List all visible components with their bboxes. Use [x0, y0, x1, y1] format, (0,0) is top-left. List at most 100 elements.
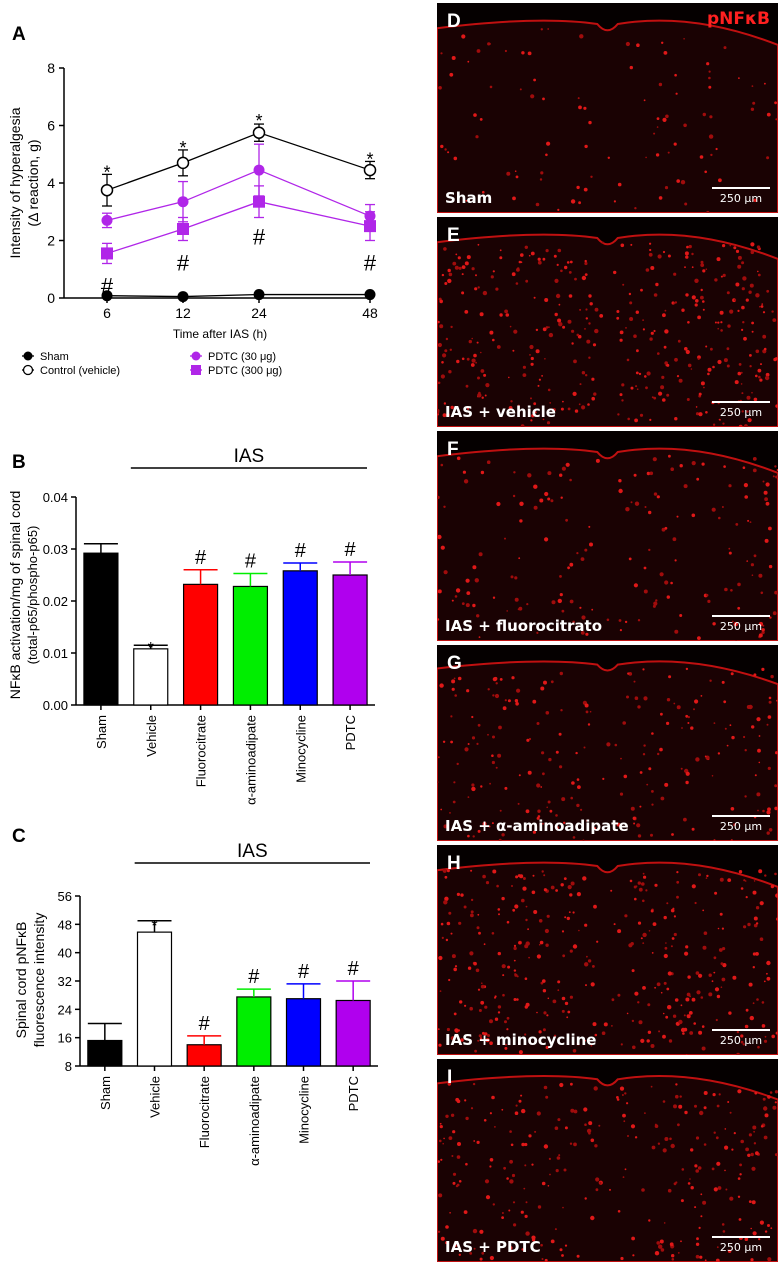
cell-dot: [581, 371, 586, 375]
cell-dot: [674, 559, 677, 562]
legend-marker: [23, 351, 33, 361]
cell-dot: [465, 1116, 469, 1121]
cell-dot: [733, 621, 738, 627]
cell-dot: [606, 618, 610, 622]
cell-dot: [559, 575, 562, 578]
cell-dot: [607, 156, 610, 159]
cell-dot: [721, 506, 724, 508]
cell-dot: [701, 1025, 705, 1028]
cell-dot: [626, 358, 630, 362]
cell-dot: [656, 1241, 660, 1245]
cell-dot: [660, 712, 663, 716]
cell-dot: [756, 998, 759, 1001]
cell-dot: [691, 513, 696, 518]
cell-dot: [458, 412, 461, 415]
y-tick-label: 0.04: [43, 490, 68, 505]
cell-dot: [695, 1136, 700, 1140]
cell-dot: [700, 381, 705, 386]
cell-dot: [673, 302, 676, 305]
cell-dot: [637, 619, 641, 622]
micrograph-letter: D: [447, 11, 461, 32]
cell-dot: [691, 266, 694, 269]
cell-dot: [656, 126, 659, 128]
cell-dot: [536, 631, 539, 634]
cell-dot: [499, 809, 502, 812]
cell-dot: [736, 1030, 740, 1034]
cell-dot: [526, 738, 530, 742]
cell-dot: [634, 991, 639, 996]
cell-dot: [719, 310, 724, 315]
cell-dot: [621, 383, 625, 387]
cell-dot: [453, 781, 456, 784]
cell-dot: [720, 329, 723, 332]
cell-dot: [767, 766, 771, 770]
cell-dot: [620, 757, 622, 760]
cell-dot: [686, 398, 690, 401]
cell-dot: [761, 628, 765, 632]
cell-dot: [543, 1085, 548, 1090]
cell-dot: [752, 1002, 755, 1005]
cell-dot: [501, 896, 505, 901]
cell-dot: [762, 311, 766, 314]
cell-dot: [611, 998, 615, 1002]
cell-dot: [741, 287, 745, 291]
cell-dot: [673, 932, 677, 937]
cell-dot: [564, 1126, 568, 1130]
cell-dot: [461, 357, 465, 361]
cell-dot: [713, 839, 716, 841]
cell-dot: [557, 980, 561, 984]
cell-dot: [619, 393, 623, 397]
cell-dot: [687, 715, 690, 719]
cell-dot: [518, 774, 521, 777]
cell-dot: [490, 275, 494, 279]
cell-dot: [753, 554, 757, 558]
cell-dot: [670, 945, 673, 948]
cell-dot: [480, 351, 482, 354]
cell-dot: [700, 263, 705, 267]
cell-dot: [714, 278, 718, 282]
cell-dot: [769, 1091, 773, 1094]
cell-dot: [676, 705, 681, 710]
cell-dot: [702, 269, 706, 273]
cell-dot: [448, 1136, 453, 1140]
cell-dot: [642, 942, 645, 944]
cell-dot: [466, 255, 471, 260]
cell-dot: [744, 495, 748, 499]
cell-dot: [708, 76, 711, 80]
x-tick-label: 6: [103, 305, 111, 321]
cell-dot: [677, 1252, 680, 1254]
scale-bar-label: 250 μm: [719, 1241, 763, 1254]
cell-dot: [524, 1164, 527, 1167]
cell-dot: [643, 99, 646, 102]
cell-dot: [774, 872, 777, 876]
cell-dot: [594, 328, 599, 334]
cell-dot: [717, 1186, 722, 1190]
legend-marker: [191, 351, 201, 361]
scale-bar-label: 250 μm: [719, 620, 763, 633]
cell-dot: [451, 1155, 454, 1157]
cell-dot: [636, 43, 640, 47]
cell-dot: [518, 941, 522, 945]
cell-dot: [443, 247, 447, 251]
cell-dot: [497, 1011, 501, 1014]
scale-bar-label: 250 μm: [719, 406, 763, 419]
cell-dot: [633, 583, 638, 588]
cell-dot: [454, 595, 458, 598]
cell-dot: [660, 796, 665, 801]
cell-dot: [445, 1114, 449, 1118]
cell-dot: [449, 812, 451, 814]
cell-dot: [440, 52, 443, 55]
cell-dot: [458, 921, 462, 925]
cell-dot: [764, 1113, 769, 1118]
cell-dot: [713, 1187, 718, 1192]
cell-dot: [525, 809, 530, 814]
cell-dot: [752, 468, 757, 473]
cell-dot: [505, 313, 510, 317]
cell-dot: [646, 371, 651, 376]
cell-dot: [678, 1019, 683, 1025]
cell-dot: [675, 92, 678, 95]
micrograph-f: F IAS + fluorocitrato 250 μm: [437, 431, 778, 641]
cell-dot: [590, 1215, 595, 1221]
cell-dot: [684, 347, 688, 351]
cell-dot: [775, 751, 778, 755]
